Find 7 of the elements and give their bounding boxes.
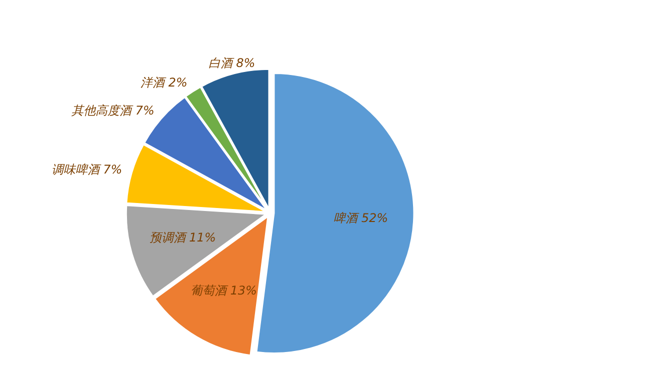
slice-label: 洋酒 2%	[140, 75, 188, 90]
slice-label: 预调酒 11%	[149, 230, 216, 245]
slice-label: 葡萄酒 13%	[190, 284, 257, 298]
slice-label: 啤酒 52%	[334, 210, 388, 225]
slice-label: 白酒 8%	[208, 56, 256, 70]
slice-label: 其他高度酒 7%	[72, 103, 154, 118]
slice-label: 调味啤酒 7%	[51, 162, 122, 176]
